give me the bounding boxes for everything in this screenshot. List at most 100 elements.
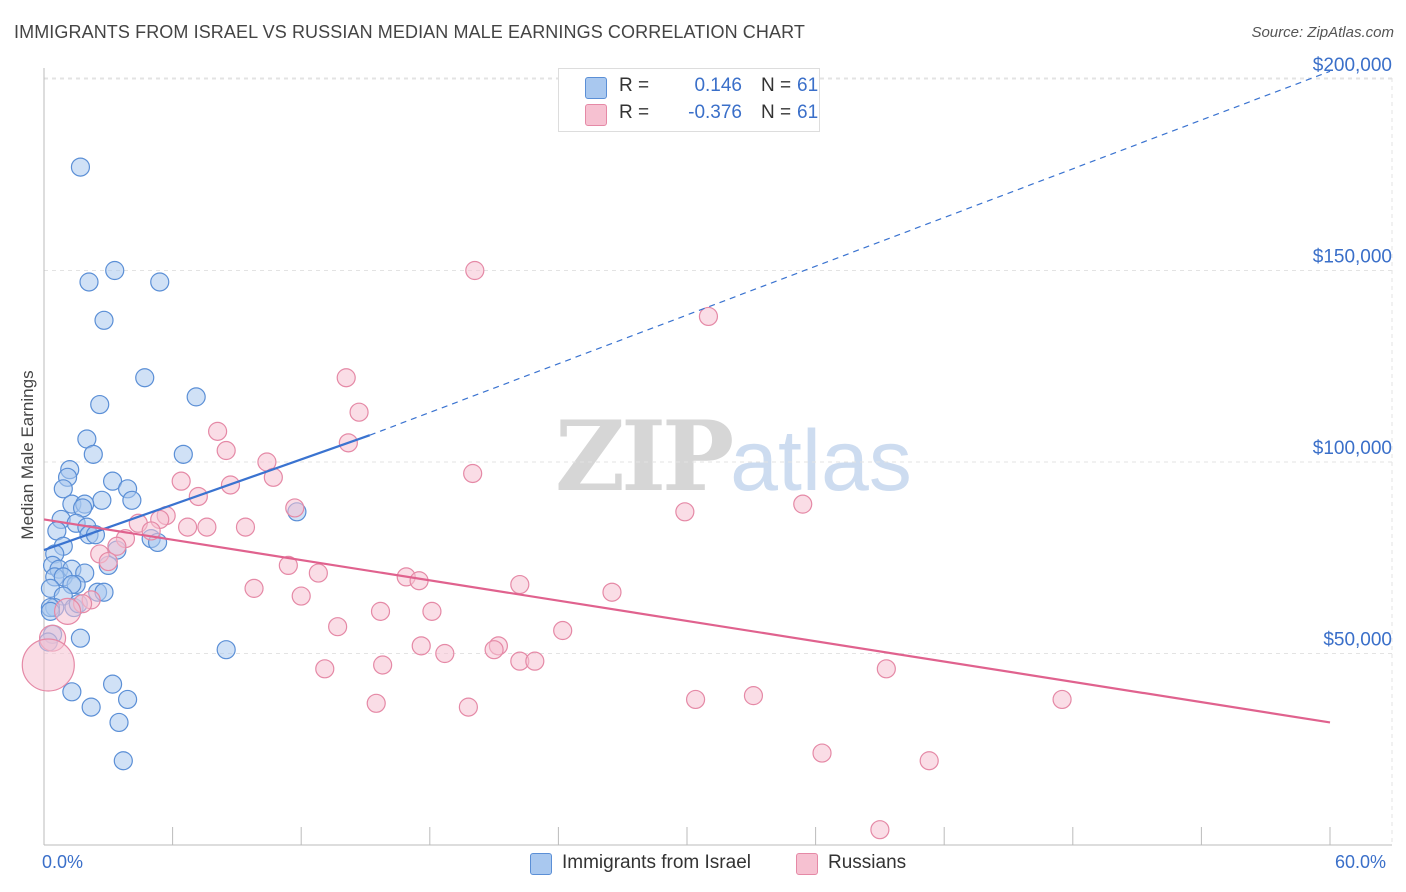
y-tick-label: $100,000 — [1313, 438, 1392, 459]
russian-point — [919, 751, 939, 771]
russian-point — [315, 659, 335, 679]
russian-point — [370, 601, 391, 621]
russian-point — [525, 651, 545, 671]
russian-legend-label: Russians — [828, 852, 907, 873]
y-tick-labels: $50,000 $100,000 $150,000 $200,000 — [1313, 55, 1392, 651]
russian-point — [107, 536, 127, 556]
russian-point — [698, 306, 719, 327]
russian-point — [422, 601, 442, 621]
russian-point — [463, 463, 483, 484]
russian-point — [458, 697, 478, 717]
russian-point — [328, 617, 348, 637]
x-tick-min: 0.0% — [42, 852, 84, 872]
israel-point — [81, 697, 101, 717]
israel-point — [117, 689, 138, 710]
russian-point — [876, 659, 896, 679]
russian-point — [244, 578, 264, 598]
russian-point — [484, 640, 504, 660]
israel-point — [70, 628, 91, 648]
israel-point — [92, 490, 112, 510]
russian-point — [285, 498, 305, 518]
russian-trend-line — [43, 518, 1331, 724]
r-label: R = — [619, 102, 650, 123]
grid-lines — [44, 77, 1393, 845]
russian-point — [178, 517, 198, 537]
russian-point — [812, 743, 832, 763]
israel-point — [70, 157, 91, 177]
r-value: -0.376 — [688, 102, 742, 123]
axes — [43, 68, 1392, 846]
russian-point — [308, 563, 328, 583]
israel-point — [102, 674, 123, 694]
russian-point — [435, 643, 455, 664]
israel-point — [122, 490, 142, 510]
russian-point — [171, 471, 191, 491]
russian-point — [602, 582, 622, 602]
russian-point — [793, 494, 813, 514]
israel-legend-label: Immigrants from Israel — [562, 852, 751, 873]
israel-point — [109, 712, 129, 733]
r-label: R = — [619, 75, 650, 96]
russian-point — [1052, 689, 1072, 710]
n-label: N = — [761, 75, 792, 96]
russian-point — [291, 586, 311, 606]
russian-point — [21, 638, 75, 692]
n-value: 61 — [797, 75, 819, 96]
israel-trend-extension — [369, 70, 1331, 436]
russian-point — [278, 555, 298, 576]
n-label: N = — [761, 102, 792, 123]
russian-point — [870, 820, 890, 840]
russian-point — [336, 368, 356, 388]
israel-point — [113, 751, 133, 771]
watermark: ZIPatlas — [555, 400, 912, 513]
russian-point — [411, 636, 431, 656]
watermark-atlas: atlas — [730, 413, 912, 509]
trend-lines — [43, 70, 1331, 724]
chart-title: IMMIGRANTS FROM ISRAEL VS RUSSIAN MEDIAN… — [14, 22, 805, 42]
israel-point — [62, 682, 82, 702]
israel-point — [90, 394, 110, 415]
y-tick-label: $200,000 — [1313, 55, 1392, 76]
x-tick-max: 60.0% — [1335, 852, 1387, 872]
r-value: 0.146 — [694, 75, 742, 96]
russian-point — [235, 517, 256, 537]
israel-point — [150, 272, 170, 292]
russian-point — [197, 517, 217, 537]
israel-point — [216, 640, 236, 660]
israel-point — [186, 387, 206, 407]
israel-point — [135, 368, 155, 388]
israel-point — [94, 310, 114, 330]
source-label: Source: ZipAtlas.com — [1251, 24, 1394, 41]
israel-swatch — [585, 77, 607, 99]
russian-point — [373, 655, 393, 675]
correlation-legend: R = 0.146 N = 61 R = -0.376 N = 61 — [558, 68, 820, 132]
israel-trend-line — [43, 434, 371, 552]
russian-point — [349, 402, 369, 422]
russian-point — [465, 260, 485, 281]
israel-point — [105, 260, 125, 281]
russian-point — [53, 597, 82, 625]
israel-point — [102, 471, 123, 491]
y-tick-label: $150,000 — [1313, 247, 1392, 268]
israel-point — [173, 444, 193, 464]
n-value: 61 — [797, 102, 819, 123]
russian-point — [510, 574, 530, 595]
russian-legend-swatch — [796, 853, 818, 875]
russian-point — [366, 693, 386, 713]
russian-point — [675, 502, 695, 522]
israel-legend-swatch — [530, 853, 552, 875]
russian-point — [553, 620, 573, 641]
russian-point — [216, 440, 236, 461]
russian-points — [21, 260, 1072, 840]
russian-point — [98, 551, 118, 572]
israel-point — [79, 272, 99, 292]
russian-point — [743, 686, 764, 706]
russian-point — [208, 421, 228, 441]
israel-point — [83, 444, 103, 464]
y-axis-label: Median Male Earnings — [18, 370, 37, 540]
watermark-zip: ZIP — [555, 400, 734, 513]
russian-swatch — [585, 104, 607, 126]
russian-point — [685, 689, 706, 710]
y-tick-label: $50,000 — [1323, 630, 1392, 651]
